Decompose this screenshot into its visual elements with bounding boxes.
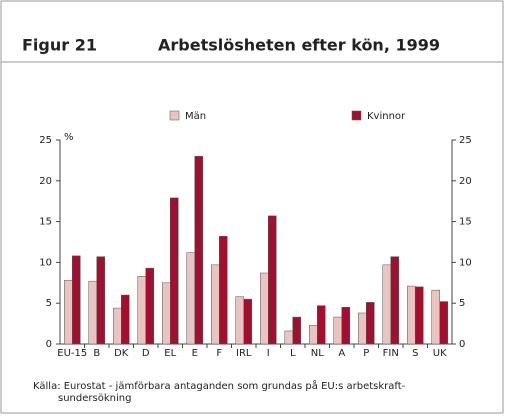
x-tick-label: S: [412, 348, 418, 359]
bar: [145, 267, 154, 345]
bar: [113, 307, 122, 345]
bar: [170, 197, 179, 345]
x-tick-label: D: [142, 348, 150, 359]
y-tick-label: 20: [39, 176, 52, 187]
y-tick-label: 15: [39, 217, 52, 228]
x-tick-label: NL: [311, 348, 324, 359]
y2-tick-label: 10: [459, 257, 472, 268]
x-tick-label: DK: [114, 348, 129, 359]
bar: [121, 294, 130, 345]
bar: [88, 280, 97, 345]
x-tick-label: IRL: [236, 348, 252, 359]
y2-tick-label: 15: [459, 217, 472, 228]
bar: [341, 307, 350, 345]
x-tick-label: UK: [433, 348, 447, 359]
x-tick-label: E: [192, 348, 198, 359]
bar: [358, 312, 367, 345]
bar: [137, 276, 146, 345]
x-tick-label: F: [216, 348, 222, 359]
x-tick-label: EL: [164, 348, 176, 359]
bar: [407, 285, 416, 345]
bar: [268, 215, 277, 345]
bar: [317, 305, 326, 345]
bar: [333, 316, 342, 345]
source-line: sundersökning: [58, 393, 131, 404]
x-tick-label: EU-15: [57, 348, 87, 359]
y2-tick-label: 20: [459, 176, 472, 187]
legend-label: Kvinnor: [367, 111, 406, 122]
bar: [64, 280, 73, 345]
bar: [162, 282, 171, 345]
bar: [431, 289, 440, 345]
bar: [235, 296, 244, 345]
bar: [439, 301, 448, 345]
x-tick-label: I: [267, 348, 270, 359]
bar: [382, 264, 391, 345]
y-tick-label: 0: [46, 339, 52, 350]
bar: [284, 330, 293, 345]
x-tick-label: FIN: [383, 348, 399, 359]
y2-tick-label: 25: [459, 135, 472, 146]
y-tick-label: 10: [39, 257, 52, 268]
legend-label: Män: [185, 111, 206, 122]
y-tick-label: 5: [46, 298, 52, 309]
x-tick-label: L: [290, 348, 296, 359]
source-line: Källa: Eurostat - jämförbara antaganden …: [33, 379, 406, 392]
bar: [390, 256, 399, 345]
bar: [366, 302, 375, 345]
bar: [309, 324, 318, 345]
bar: [96, 256, 105, 345]
bar: [415, 286, 424, 345]
x-tick-label: B: [93, 348, 100, 359]
bar: [211, 264, 220, 345]
bar: [194, 156, 203, 345]
legend-swatch: [351, 110, 362, 121]
chart-title: Arbetslösheten efter kön, 1999: [158, 36, 440, 55]
bar: [219, 236, 228, 345]
bar: [260, 272, 269, 345]
bar: [292, 316, 301, 345]
bar: [243, 298, 252, 345]
y-tick-label: 25: [39, 135, 52, 146]
bar: [72, 255, 81, 345]
bar: [186, 252, 195, 345]
x-tick-label: A: [338, 348, 345, 359]
y2-tick-label: 0: [459, 339, 465, 350]
legend-swatch: [169, 110, 180, 121]
y2-tick-label: 5: [459, 298, 465, 309]
y-axis-label: %: [64, 132, 74, 143]
figure-number: Figur 21: [22, 36, 97, 55]
x-tick-label: P: [363, 348, 369, 359]
